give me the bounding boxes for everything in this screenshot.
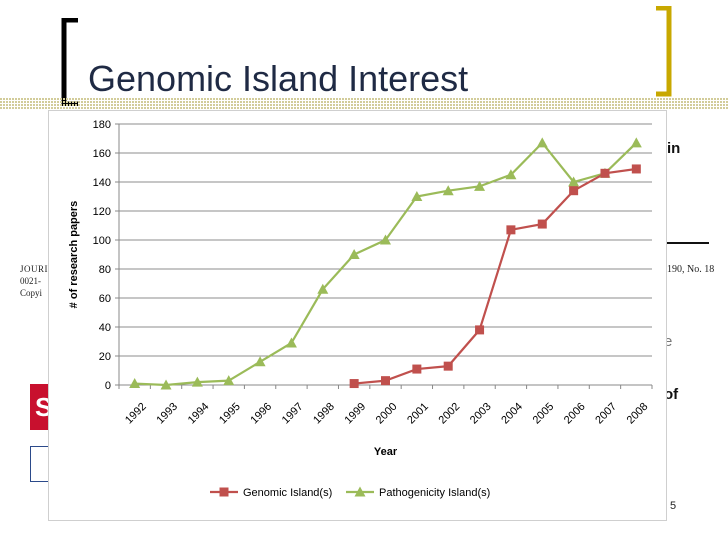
background-journal-right: 190, No. 18	[667, 264, 715, 275]
genomic-island-marker	[443, 361, 453, 371]
pathogenicity-island-marker	[354, 486, 366, 497]
genomic-island-line	[354, 167, 637, 385]
pathogenicity-island-marker	[630, 137, 642, 148]
x-tick-label: 2006	[562, 401, 588, 427]
x-tick-label: 2001	[405, 401, 431, 427]
x-tick-label: 2004	[499, 401, 525, 427]
page-number: 5	[670, 500, 677, 512]
x-tick-label: 1993	[154, 401, 180, 427]
pathogenicity-island-marker	[380, 234, 391, 245]
genomic-island-marker	[537, 219, 547, 229]
background-journal-left: Copyi	[20, 288, 43, 298]
chart-panel: 0 20 40 60 80 100 120 140 160 180 1992 1993 1994 199…	[48, 110, 667, 521]
y-tick-label: 80	[99, 264, 111, 276]
x-tick-label: 2007	[593, 401, 619, 427]
pathogenicity-island-marker	[474, 180, 486, 191]
pathogenicity-island-marker	[505, 169, 517, 180]
x-tick-label: 2005	[531, 401, 557, 427]
x-tick-label: 1996	[248, 401, 274, 427]
genomic-island-marker	[219, 487, 229, 497]
x-tick-label: 2000	[374, 401, 400, 427]
y-tick-labels: 0 20 40 60 80 100 120 140 160 180	[93, 119, 111, 392]
background-text-fragment: in	[667, 140, 681, 157]
pathogenicity-island-marker	[254, 356, 266, 367]
genomic-island-marker	[381, 376, 390, 386]
genomic-island-marker	[349, 379, 359, 389]
slide-title: Genomic Island Interest	[88, 58, 469, 99]
y-tick-label: 160	[93, 148, 111, 160]
background-text-fragment: of	[664, 386, 679, 403]
x-axis-label: Year	[374, 446, 398, 458]
y-tick-label: 140	[93, 177, 111, 189]
x-tick-label: 2008	[625, 401, 651, 427]
background-journal-left: JOURI	[20, 264, 49, 274]
y-tick-label: 0	[105, 380, 111, 392]
background-rule	[667, 242, 709, 244]
y-tick-label: 100	[93, 235, 111, 247]
genomic-island-marker	[600, 168, 610, 178]
left-bracket	[61, 18, 78, 106]
pathogenicity-island-marker	[129, 378, 141, 389]
y-tick-label: 40	[99, 322, 111, 334]
background-blue-box	[30, 446, 55, 482]
pathogenicity-island-marker	[160, 379, 172, 390]
pathogenicity-island-marker	[348, 249, 360, 259]
series-group	[129, 137, 642, 390]
axes	[115, 123, 653, 389]
x-tick-label: 1994	[186, 401, 212, 427]
pathogenicity-island-marker	[536, 137, 548, 148]
pathogenicity-island-marker	[568, 176, 580, 187]
right-bracket	[656, 6, 672, 97]
x-tick-label: 1999	[342, 401, 368, 427]
genomic-island-marker	[506, 225, 516, 235]
y-tick-label: 60	[99, 293, 111, 305]
pathogenicity-island-line	[134, 141, 638, 387]
genomic-island-marker	[412, 364, 422, 374]
pathogenicity-island-marker	[285, 337, 297, 348]
x-tick-labels: 1992 1993 1994 1995 1996 1997 1998 1999 2000 2001…	[123, 401, 650, 427]
y-tick-label: 120	[93, 206, 111, 218]
pathogenicity-island-marker	[411, 191, 423, 201]
x-tick-label: 1997	[280, 401, 306, 427]
genomic-island-marker	[569, 186, 579, 196]
x-tick-label: 2003	[468, 401, 494, 427]
pathogenicity-island-marker	[223, 375, 235, 386]
genomic-island-marker	[631, 164, 641, 174]
x-tick-label: 1995	[217, 401, 243, 427]
y-tick-label: 180	[93, 119, 111, 131]
legend: Genomic Island(s) Pathogenicity Island(s)	[210, 486, 490, 499]
y-axis-label: # of research papers	[68, 201, 80, 309]
legend-label: Genomic Island(s)	[243, 487, 332, 499]
y-tick-label: 20	[99, 351, 111, 363]
x-tick-label: 1998	[311, 401, 337, 427]
gridlines	[119, 123, 652, 357]
pathogenicity-island-marker	[442, 185, 454, 196]
background-text-fragment: e	[664, 333, 673, 350]
genomic-island-marker	[475, 325, 485, 335]
x-tick-label: 1992	[123, 401, 149, 427]
background-journal-left: 0021-	[20, 276, 41, 286]
x-tick-label: 2002	[437, 401, 463, 427]
pathogenicity-island-marker	[317, 283, 329, 294]
legend-label: Pathogenicity Island(s)	[379, 487, 490, 499]
title-underline-stripe	[0, 98, 728, 110]
pathogenicity-island-marker	[191, 376, 203, 387]
